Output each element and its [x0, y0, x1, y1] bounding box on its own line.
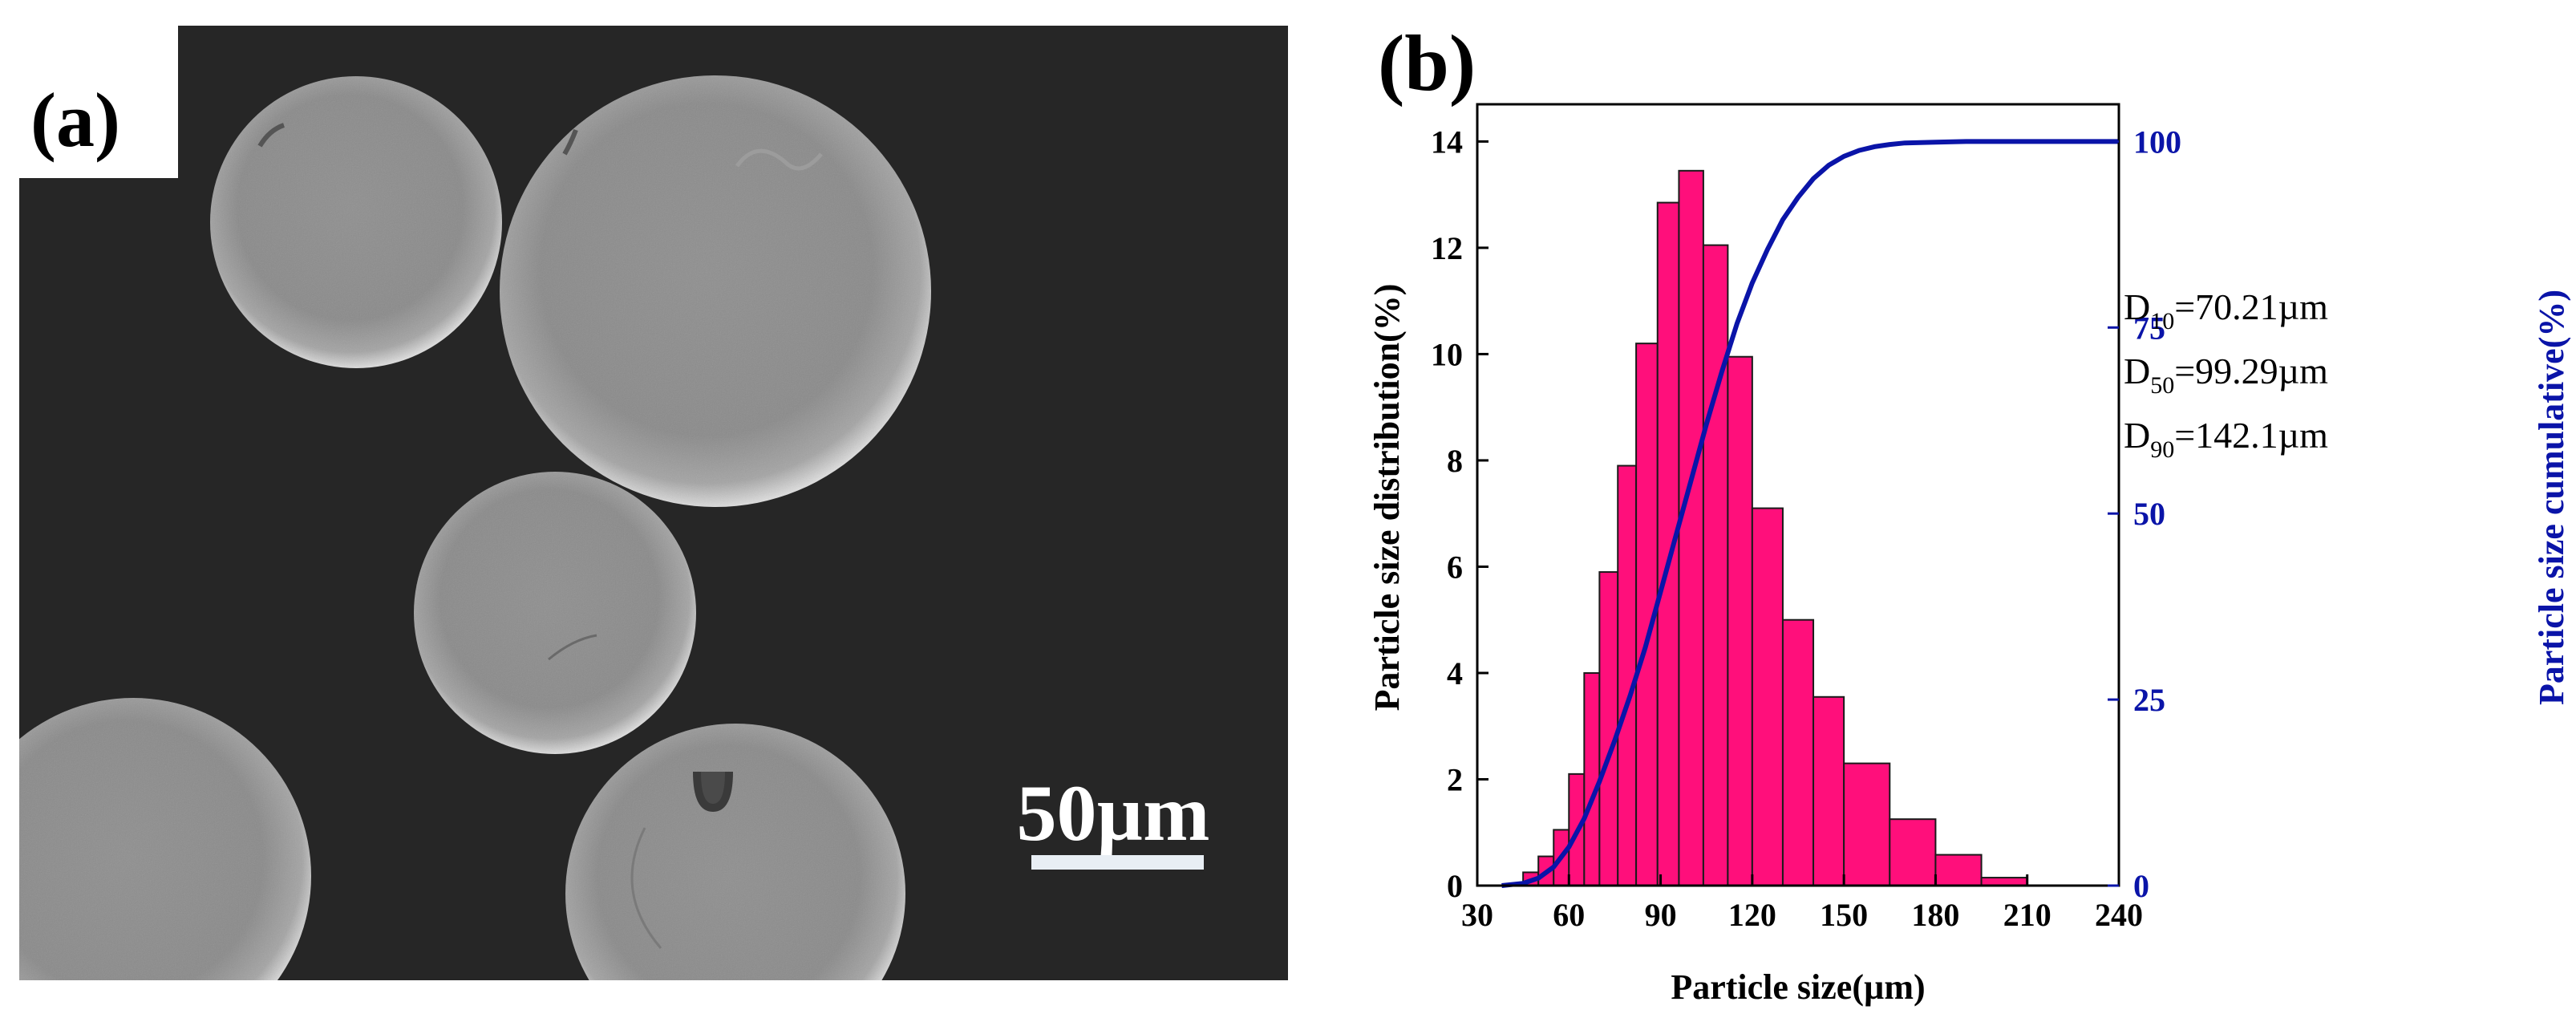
- sem-image-panel: (a) 50µm: [19, 26, 1288, 980]
- cumulative-line: [1501, 139, 2119, 888]
- plot-frame: [1476, 103, 2120, 887]
- particle-sphere: [210, 76, 502, 368]
- d90-annotation: D90=142.1µm: [2124, 415, 2328, 463]
- particle-sphere: [565, 724, 905, 980]
- x-axis-title: Particle size(µm): [1671, 967, 1925, 1007]
- particle-sphere: [500, 75, 931, 507]
- histogram-bar: [1843, 762, 1891, 887]
- d50-annotation: D50=99.29µm: [2124, 351, 2328, 399]
- histogram-bar: [1781, 618, 1815, 886]
- histogram-bar: [1702, 244, 1729, 886]
- y-tick-label: 6: [1447, 549, 1463, 585]
- y-tick-label: 0: [1447, 868, 1463, 904]
- cumulative-curve: [1501, 139, 2119, 888]
- y2-tick-label: 0: [2133, 868, 2149, 904]
- axes: 30 60 90 120 150 180 210 2400246810121402550751…: [1431, 103, 2181, 933]
- y-tick-label: 4: [1447, 655, 1463, 691]
- scale-bar: [1031, 855, 1204, 870]
- histogram-bar: [1598, 571, 1619, 886]
- histogram-bar: [1617, 464, 1638, 886]
- histogram-bar: [1813, 695, 1845, 886]
- y2-tick-label: 50: [2133, 496, 2165, 532]
- histogram-bar: [1583, 671, 1601, 887]
- x-tick-label: 120: [1728, 897, 1776, 933]
- particle-sphere: [19, 698, 311, 980]
- histogram-bar: [1727, 355, 1753, 886]
- y2-tick-label: 25: [2133, 682, 2165, 718]
- histogram-bar: [1678, 169, 1704, 887]
- y-tick-label: 8: [1447, 443, 1463, 479]
- y2-tick-label: 75: [2133, 310, 2165, 346]
- y2-axis-title: Particle size cumulative(%): [2532, 290, 2571, 705]
- x-tick-label: 60: [1553, 897, 1585, 933]
- histogram-bar: [1934, 854, 1983, 886]
- chart-panel: (b) 30 60 90 120 150 180 210 240 0 2 4 6 8 10 12 14 0 25 5…: [1288, 0, 2576, 1026]
- x-tick-label: 90: [1645, 897, 1677, 933]
- panel-label-box: [19, 26, 178, 178]
- y-tick-label: 2: [1447, 761, 1463, 797]
- d10-annotation: D10=70.21µm: [2124, 286, 2328, 335]
- scale-bar-label: 50µm: [1017, 768, 1210, 858]
- y-tick-label: 14: [1431, 124, 1463, 160]
- y2-tick-label: 100: [2133, 124, 2181, 160]
- x-tick-label: 150: [1820, 897, 1868, 933]
- histogram-bar: [1889, 818, 1937, 887]
- sem-micrograph: (a) 50µm: [19, 26, 1288, 980]
- x-tick-label: 240: [2095, 897, 2143, 933]
- y-tick-label: 12: [1431, 230, 1463, 266]
- particle-size-chart: (b) 30 60 90 120 150 180 210 240024681012140255…: [1367, 18, 2571, 1007]
- y-tick-label: 10: [1431, 336, 1463, 372]
- y-axis-title: Particle size distribution(%): [1367, 284, 1407, 712]
- panel-b-label: (b): [1378, 18, 1476, 107]
- histogram-bar: [1751, 507, 1784, 886]
- stats-annotation: D10=70.21µm D50=99.29µm D90=142.1µm: [2124, 286, 2328, 463]
- particle-sphere: [414, 472, 696, 754]
- x-tick-label: 210: [2003, 897, 2051, 933]
- panel-a-label: (a): [30, 77, 120, 163]
- x-tick-label: 30: [1461, 897, 1493, 933]
- x-tick-label: 180: [1911, 897, 1959, 933]
